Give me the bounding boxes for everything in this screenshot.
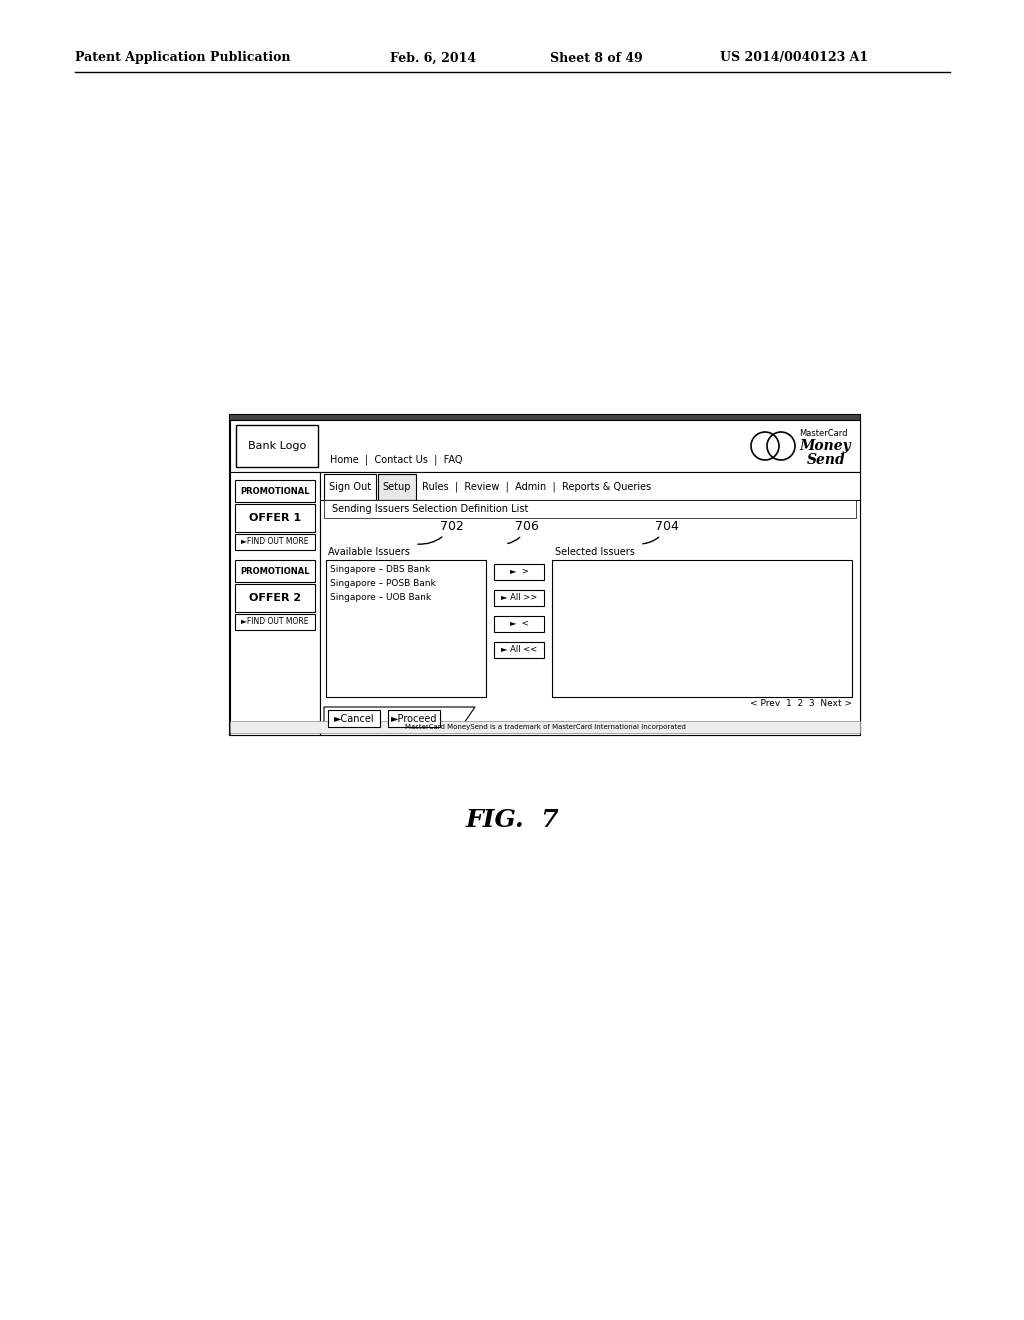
Text: Rules  |  Review  |  Admin  |  Reports & Queries: Rules | Review | Admin | Reports & Queri… [422, 482, 651, 492]
Text: MasterCard MoneySend is a trademark of MasterCard International Incorporated: MasterCard MoneySend is a trademark of M… [404, 723, 685, 730]
Bar [230, 420, 860, 473]
Bar [234, 614, 315, 630]
Text: Sending Issuers Selection Definition List: Sending Issuers Selection Definition Lis… [332, 504, 528, 513]
Bar [236, 425, 318, 467]
Bar [494, 642, 544, 657]
Bar [324, 500, 856, 517]
Bar [552, 560, 852, 697]
Bar [230, 473, 319, 735]
Text: 704: 704 [643, 520, 679, 544]
Text: ►Proceed: ►Proceed [391, 714, 437, 723]
Bar [378, 474, 416, 500]
Bar [494, 564, 544, 579]
Bar [494, 590, 544, 606]
Text: ►  <: ► < [510, 619, 528, 628]
Text: OFFER 2: OFFER 2 [249, 593, 301, 603]
Text: Money: Money [799, 440, 851, 453]
Text: OFFER 1: OFFER 1 [249, 513, 301, 523]
Text: Home  |  Contact Us  |  FAQ: Home | Contact Us | FAQ [330, 455, 463, 465]
Bar [230, 414, 860, 735]
Text: US 2014/0040123 A1: US 2014/0040123 A1 [720, 51, 868, 65]
Text: ►FIND OUT MORE: ►FIND OUT MORE [242, 537, 309, 546]
Bar [234, 560, 315, 582]
Bar [234, 480, 315, 502]
Text: PROMOTIONAL: PROMOTIONAL [241, 487, 309, 495]
Text: Patent Application Publication: Patent Application Publication [75, 51, 291, 65]
Text: ►Cancel: ►Cancel [334, 714, 375, 723]
Text: 706: 706 [508, 520, 539, 544]
Text: Feb. 6, 2014: Feb. 6, 2014 [390, 51, 476, 65]
Text: MasterCard: MasterCard [799, 429, 848, 437]
Text: Available Issuers: Available Issuers [328, 546, 410, 557]
Text: ►FIND OUT MORE: ►FIND OUT MORE [242, 618, 309, 627]
Text: Singapore – DBS Bank: Singapore – DBS Bank [330, 565, 430, 574]
Polygon shape [324, 708, 475, 729]
Text: Sign Out: Sign Out [329, 482, 371, 492]
Text: ► All >>: ► All >> [501, 594, 538, 602]
Text: < Prev  1  2  3  Next >: < Prev 1 2 3 Next > [750, 698, 852, 708]
Text: Sheet 8 of 49: Sheet 8 of 49 [550, 51, 643, 65]
Bar [230, 721, 860, 733]
Bar [230, 414, 860, 420]
Text: Send: Send [807, 453, 846, 467]
Bar [388, 710, 440, 727]
Bar [319, 473, 860, 735]
Bar [326, 560, 486, 697]
Text: Bank Logo: Bank Logo [248, 441, 306, 451]
Text: Singapore – UOB Bank: Singapore – UOB Bank [330, 594, 431, 602]
Bar [234, 583, 315, 612]
Bar [234, 504, 315, 532]
Text: 702: 702 [418, 520, 464, 544]
Text: FIG.  7: FIG. 7 [465, 808, 559, 832]
Text: Singapore – POSB Bank: Singapore – POSB Bank [330, 579, 436, 589]
Text: ► All <<: ► All << [501, 645, 538, 655]
Text: ►  >: ► > [510, 568, 528, 577]
Bar [324, 474, 376, 500]
Bar [328, 710, 380, 727]
Text: Selected Issuers: Selected Issuers [555, 546, 635, 557]
Bar [494, 616, 544, 632]
Text: Setup: Setup [383, 482, 412, 492]
Text: PROMOTIONAL: PROMOTIONAL [241, 566, 309, 576]
Bar [234, 535, 315, 550]
